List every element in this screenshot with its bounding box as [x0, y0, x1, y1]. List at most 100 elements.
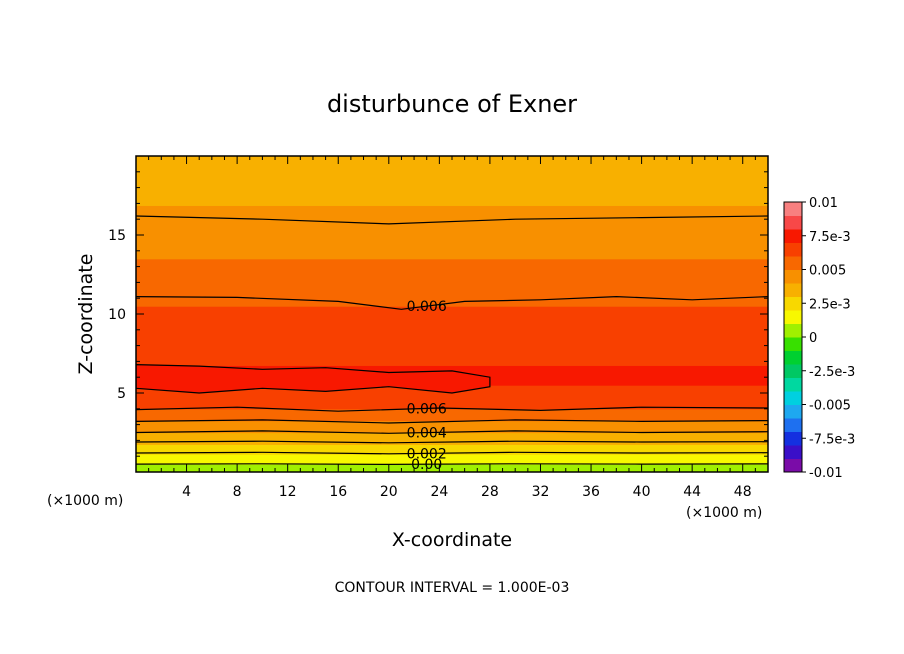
x-tick-label: 44	[683, 484, 701, 500]
colorbar-swatch	[784, 296, 802, 311]
colorbar-tick-label: -2.5e-3	[809, 365, 855, 380]
colorbar-swatch	[784, 256, 802, 270]
x-tick-label: 24	[430, 484, 448, 500]
contour-interval-note: CONTOUR INTERVAL = 1.000E-03	[335, 580, 570, 596]
contour-label: 0.004	[407, 426, 447, 442]
contour-line	[136, 440, 768, 444]
contour-band	[136, 242, 768, 252]
colorbar-tick-label: -0.01	[809, 466, 843, 481]
contour-band	[136, 306, 768, 315]
contour-band	[136, 444, 768, 447]
contour-band	[136, 274, 768, 283]
x-tick-label: 16	[329, 484, 347, 500]
contour-band	[136, 215, 768, 226]
contour-band	[136, 462, 768, 465]
contour-band	[136, 458, 768, 461]
x-tick-label: 48	[734, 484, 752, 500]
contour-line	[136, 463, 768, 466]
contour-line	[136, 451, 768, 455]
contour-line	[136, 363, 491, 394]
contour-label: 0.002	[407, 446, 447, 462]
contour-band	[136, 235, 768, 244]
y-tick-label: 5	[117, 386, 126, 402]
contour-band	[136, 454, 768, 457]
contour-band	[136, 426, 768, 430]
contour-band	[136, 365, 768, 372]
plot-area	[135, 155, 769, 473]
contour-band	[136, 446, 768, 449]
contour-band	[136, 225, 768, 236]
x-tick-label: 4	[182, 484, 191, 500]
x-unit-left: (×1000 m)	[47, 493, 123, 509]
contour-band	[136, 456, 768, 459]
contour-band	[136, 329, 768, 337]
contour-band	[136, 165, 768, 177]
x-tick-label: 32	[532, 484, 550, 500]
colorbar-tick-label: 0.005	[809, 264, 846, 279]
colorbar-swatch	[784, 283, 802, 297]
contour-band	[136, 438, 768, 441]
contour-band	[136, 460, 768, 463]
colorbar-swatch	[784, 431, 802, 446]
contour-band	[136, 448, 768, 451]
contour-band	[136, 412, 768, 416]
colorbar-tick-label: 7.5e-3	[809, 230, 851, 245]
contour-band	[136, 422, 768, 426]
contour-band	[136, 410, 768, 414]
contour-band	[136, 396, 768, 402]
contour-band	[136, 404, 768, 410]
x-axis-ticks: 4 8 12 16 20 24 28 32 36 40 44 48	[148, 156, 756, 500]
contour-line	[136, 419, 768, 424]
x-axis-label: X-coordinate	[392, 529, 512, 551]
contour-band	[136, 432, 768, 436]
contour-band	[136, 185, 768, 197]
contour-line	[136, 295, 768, 310]
contour-band	[136, 393, 768, 398]
x-tick-label: 36	[582, 484, 600, 500]
x-tick-label: 40	[633, 484, 651, 500]
contour-band	[136, 205, 768, 216]
colorbar-swatch	[784, 377, 802, 392]
contour-band	[136, 258, 768, 268]
colorbar-tick-label: 0	[809, 331, 817, 346]
contour-band	[136, 428, 768, 432]
contour-band	[136, 408, 768, 412]
contour-band	[136, 466, 768, 469]
contour-band	[136, 335, 768, 343]
contour-band	[136, 347, 768, 355]
chart-title: disturbunce of Exner	[327, 90, 577, 118]
contour-band	[136, 418, 768, 422]
colorbar-swatch	[784, 323, 802, 338]
y-axis-label: Z-coordinate	[75, 254, 97, 375]
colorbar-swatch	[784, 229, 802, 243]
contour-band	[136, 314, 768, 323]
colorbar-swatch	[784, 337, 802, 351]
x-tick-label: 20	[380, 484, 398, 500]
colorbar-swatch	[784, 269, 802, 284]
x-tick-label: 8	[233, 484, 242, 500]
contour-band	[136, 434, 768, 438]
contour-band	[136, 416, 768, 420]
contour-band	[136, 414, 768, 418]
contour-band	[136, 266, 768, 276]
y-tick-label: 10	[108, 307, 126, 323]
contour-band	[136, 353, 768, 361]
colorbar: 0.01 7.5e-3 0.005 2.5e-3 0 -2.5e-3 -0.005 -7.5e…	[783, 196, 855, 481]
contour-band	[136, 290, 768, 299]
colorbar-tick-label: 0.01	[809, 196, 838, 211]
colorbar-swatch	[784, 364, 802, 378]
x-tick-label: 28	[481, 484, 499, 500]
contour-label: 0.006	[407, 299, 447, 315]
colorbar-swatch	[784, 404, 802, 419]
colorbar-tick-label: -7.5e-3	[809, 432, 855, 447]
contour-band	[136, 464, 768, 467]
colorbar-tick-label: 2.5e-3	[809, 297, 851, 312]
contour-band	[136, 341, 768, 349]
contour-band	[136, 400, 768, 406]
y-tick-label: 15	[108, 228, 126, 244]
colorbar-swatch	[784, 418, 802, 432]
contour-line	[136, 430, 768, 434]
colorbar-swatch	[784, 445, 802, 459]
